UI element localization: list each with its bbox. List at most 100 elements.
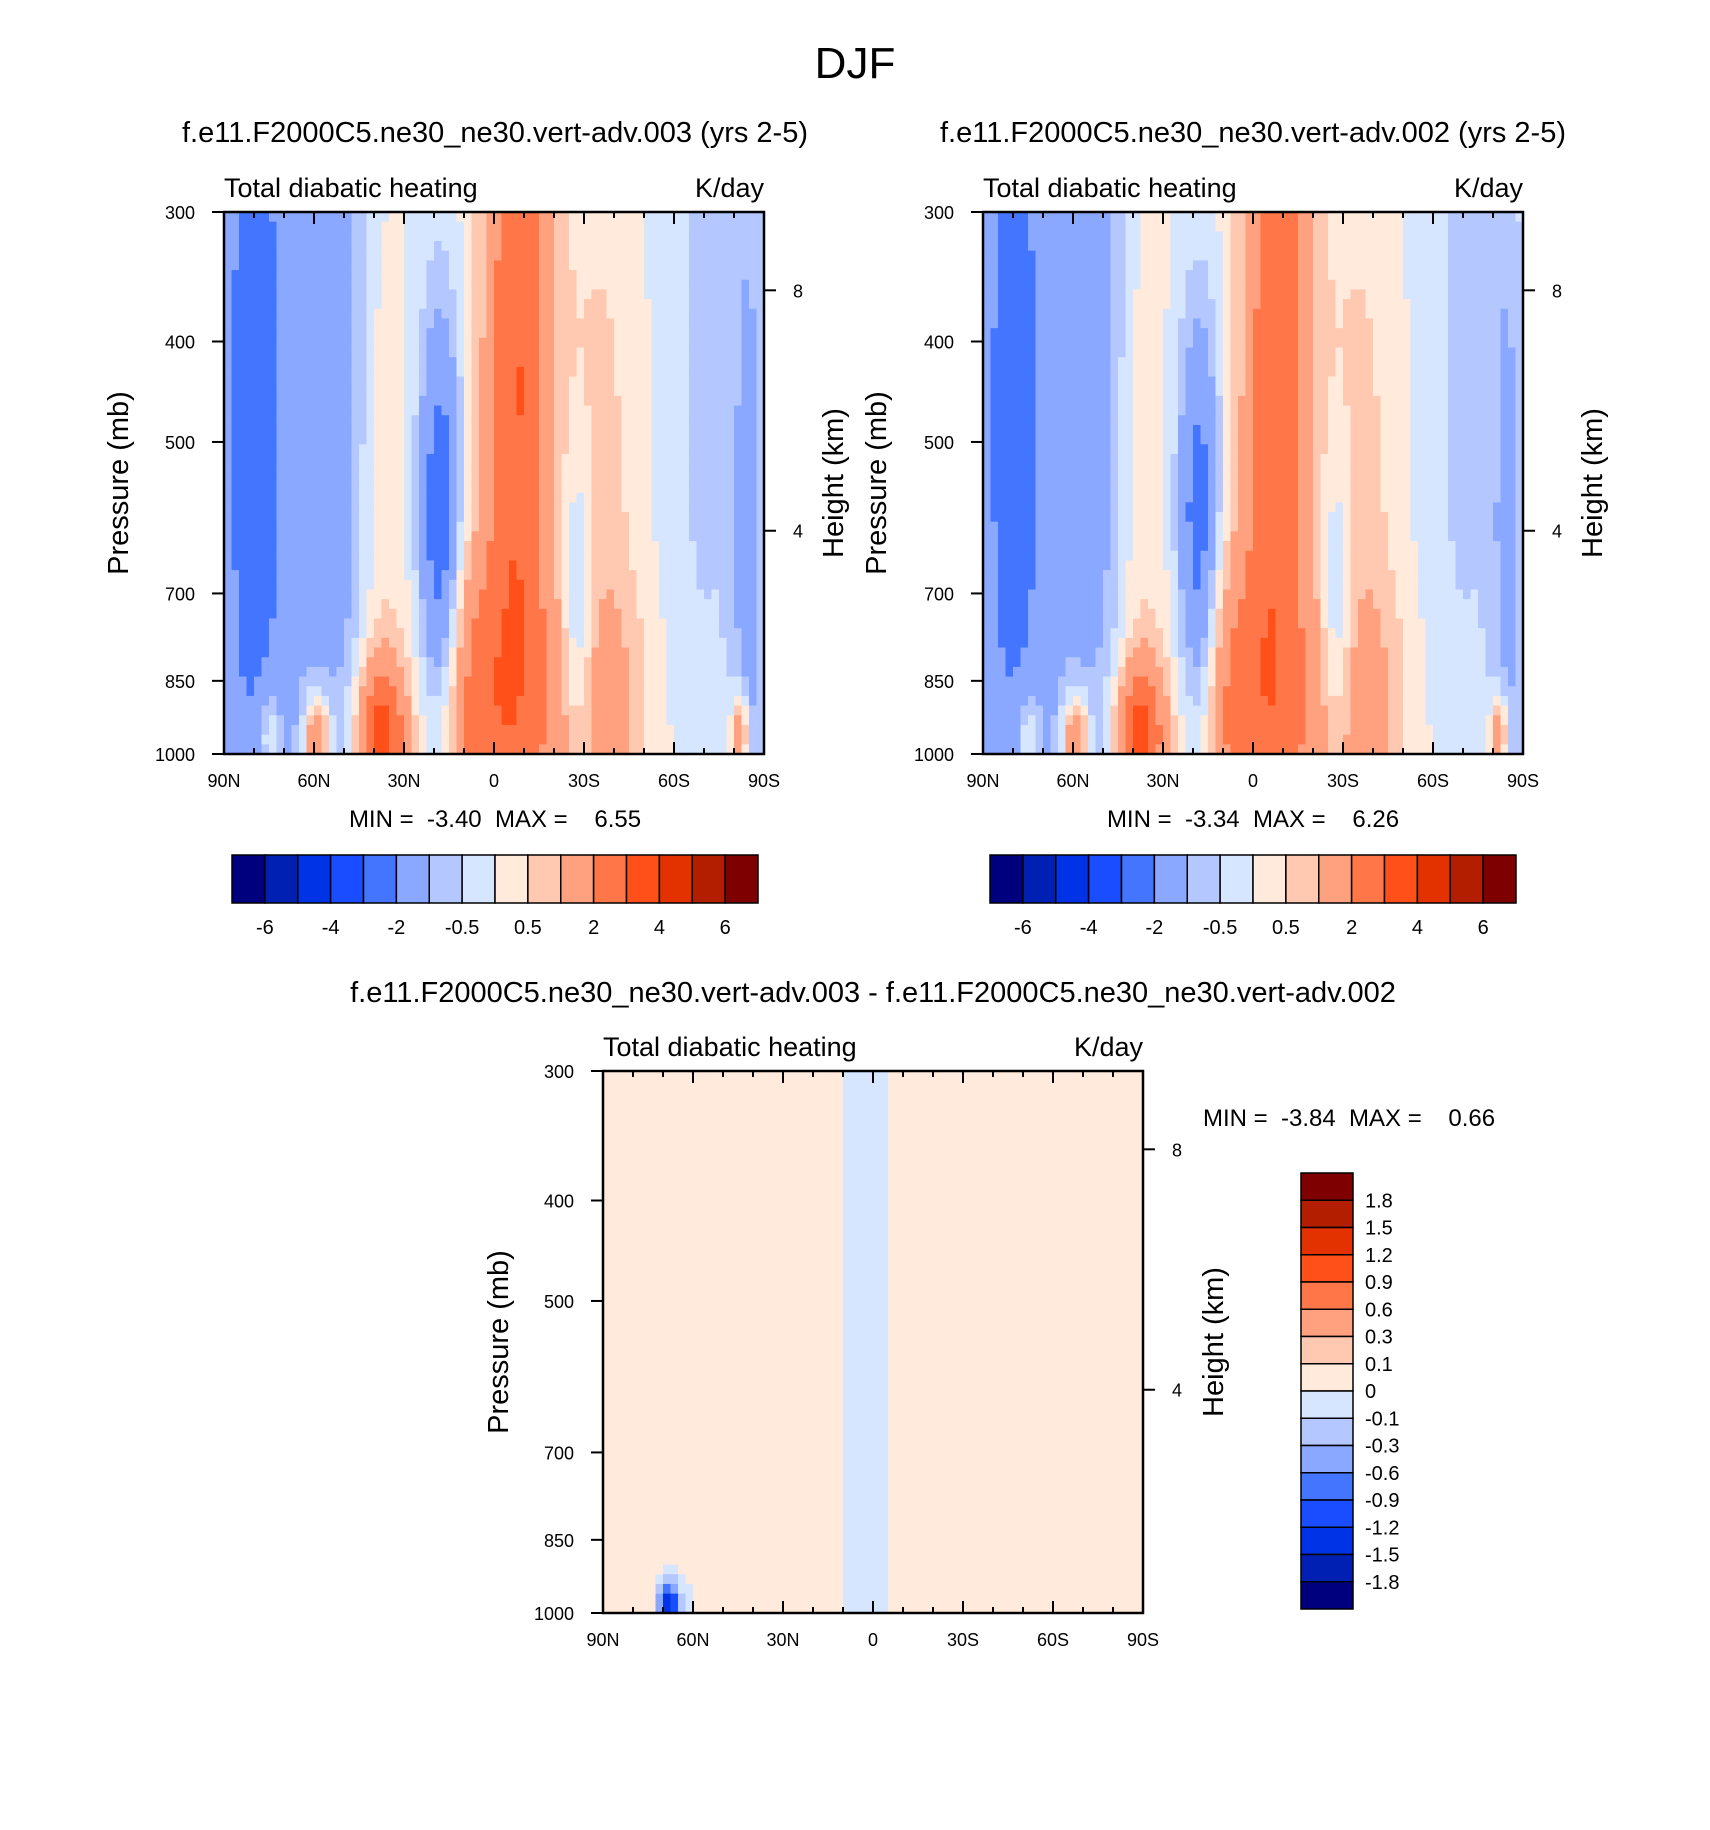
field-cell bbox=[344, 434, 353, 445]
field-cell bbox=[689, 618, 698, 629]
field-cell bbox=[396, 512, 405, 523]
field-cell bbox=[1155, 289, 1164, 300]
field-cell bbox=[524, 666, 533, 678]
field-cell bbox=[576, 231, 585, 242]
field-cell bbox=[471, 395, 480, 407]
field-cell bbox=[269, 744, 278, 755]
field-cell bbox=[389, 628, 398, 639]
field-cell bbox=[351, 560, 360, 571]
field-cell bbox=[456, 279, 465, 291]
field-cell bbox=[674, 657, 683, 668]
field-cell bbox=[1373, 318, 1382, 329]
field-cell bbox=[1448, 260, 1457, 271]
field-cell bbox=[1305, 250, 1314, 261]
field-cell bbox=[224, 376, 233, 387]
field-cell bbox=[426, 579, 435, 591]
field-cell bbox=[501, 715, 510, 726]
field-cell bbox=[531, 328, 540, 339]
field-cell bbox=[531, 502, 540, 513]
field-cell bbox=[651, 589, 660, 600]
field-cell bbox=[546, 424, 555, 436]
field-cell bbox=[231, 386, 240, 397]
field-cell bbox=[554, 221, 563, 232]
field-cell bbox=[306, 221, 315, 232]
field-cell bbox=[554, 676, 563, 687]
field-cell bbox=[1230, 279, 1239, 291]
field-cell bbox=[983, 318, 992, 329]
field-cell bbox=[539, 453, 548, 465]
field-cell bbox=[546, 570, 555, 581]
field-cell bbox=[359, 376, 368, 387]
field-cell bbox=[599, 570, 608, 581]
field-cell bbox=[561, 734, 570, 745]
field-cell bbox=[599, 686, 608, 697]
field-cell bbox=[441, 376, 450, 387]
field-cell bbox=[254, 270, 263, 281]
field-cell bbox=[291, 241, 300, 252]
field-cell bbox=[614, 415, 623, 426]
field-cell bbox=[239, 289, 248, 300]
field-cell bbox=[419, 502, 428, 513]
field-cell bbox=[464, 212, 473, 223]
field-cell bbox=[644, 637, 653, 649]
field-cell bbox=[1013, 308, 1022, 320]
field-cell bbox=[374, 618, 383, 629]
field-cell bbox=[584, 318, 593, 329]
field-cell bbox=[1148, 250, 1157, 261]
field-cell bbox=[276, 241, 285, 252]
field-cell bbox=[501, 657, 510, 668]
field-cell bbox=[479, 231, 488, 242]
field-cell bbox=[509, 541, 518, 552]
field-cell bbox=[719, 657, 728, 668]
field-cell bbox=[254, 570, 263, 581]
field-cell bbox=[561, 483, 570, 494]
field-cell bbox=[689, 424, 698, 436]
field-cell bbox=[674, 415, 683, 426]
field-cell bbox=[366, 550, 375, 562]
field-cell bbox=[494, 492, 503, 503]
field-cell bbox=[651, 666, 660, 678]
field-cell bbox=[726, 744, 735, 755]
field-cell bbox=[636, 608, 645, 620]
field-cell bbox=[576, 241, 585, 252]
field-cell bbox=[1133, 212, 1142, 223]
field-cell bbox=[1358, 289, 1367, 300]
field-cell bbox=[531, 570, 540, 581]
field-cell bbox=[239, 666, 248, 678]
field-cell bbox=[246, 279, 255, 291]
field-cell bbox=[1118, 241, 1127, 252]
field-cell bbox=[1140, 308, 1149, 320]
field-cell bbox=[284, 444, 293, 455]
field-cell bbox=[614, 608, 623, 620]
field-cell bbox=[426, 405, 435, 416]
field-cell bbox=[464, 473, 473, 484]
field-cell bbox=[464, 724, 473, 736]
field-cell bbox=[239, 270, 248, 281]
field-cell bbox=[291, 657, 300, 668]
field-cell bbox=[254, 734, 263, 745]
field-cell bbox=[396, 541, 405, 552]
field-cell bbox=[554, 260, 563, 271]
field-cell bbox=[546, 715, 555, 726]
field-cell bbox=[674, 647, 683, 658]
field-cell bbox=[569, 337, 578, 349]
field-cell bbox=[554, 744, 563, 755]
field-cell bbox=[449, 628, 458, 639]
field-cell bbox=[359, 483, 368, 494]
field-cell bbox=[276, 415, 285, 426]
field-cell bbox=[509, 512, 518, 523]
field-cell bbox=[299, 744, 308, 755]
field-cell bbox=[629, 705, 638, 716]
field-cell bbox=[329, 279, 338, 291]
field-cell bbox=[1118, 221, 1127, 232]
field-cell bbox=[1395, 231, 1404, 242]
field-cell bbox=[344, 415, 353, 426]
field-cell bbox=[389, 550, 398, 562]
field-cell bbox=[1508, 279, 1517, 291]
field-cell bbox=[344, 279, 353, 291]
field-cell bbox=[381, 337, 390, 349]
field-cell bbox=[344, 318, 353, 329]
field-cell bbox=[539, 395, 548, 407]
field-cell bbox=[569, 366, 578, 378]
field-cell bbox=[471, 695, 480, 707]
